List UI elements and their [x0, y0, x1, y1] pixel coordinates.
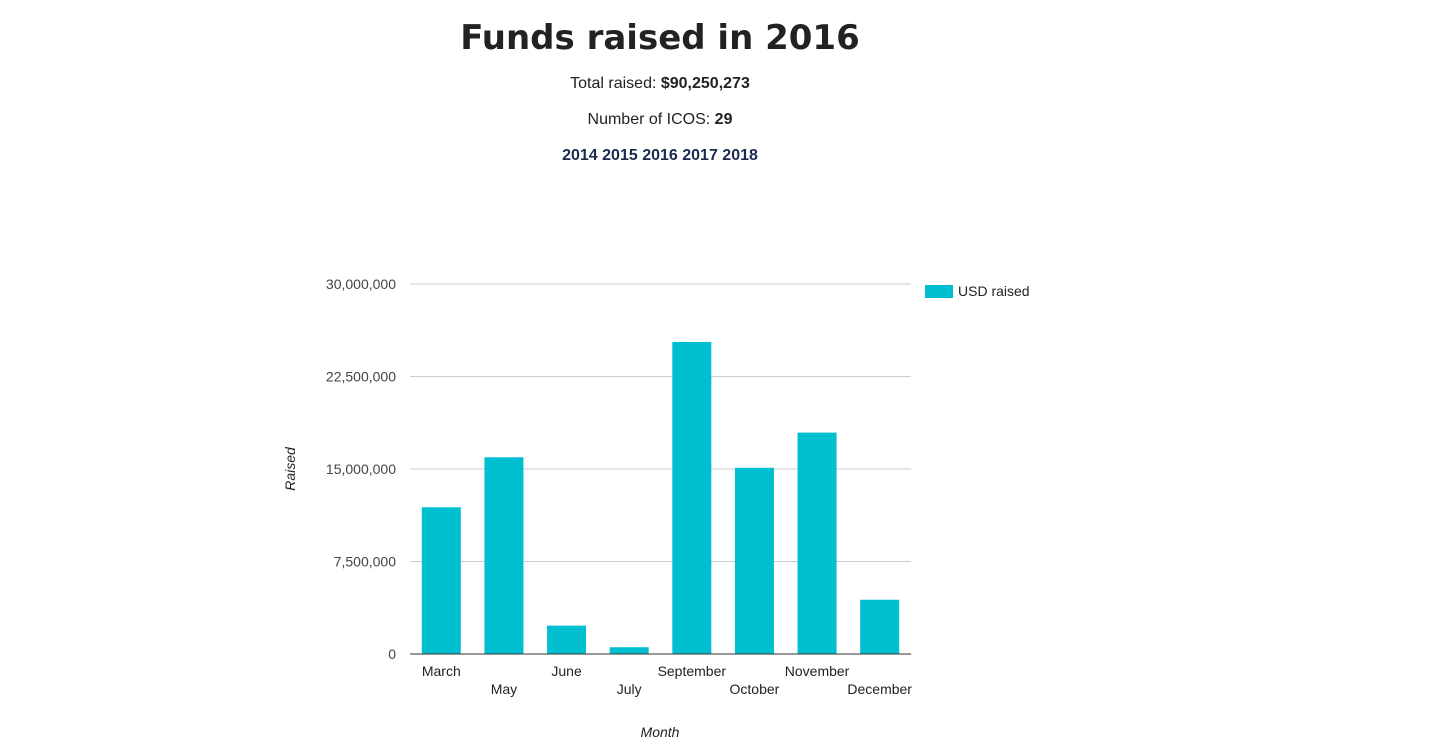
x-tick-label: June: [551, 663, 582, 679]
x-tick-label: May: [491, 681, 517, 697]
year-link-2016[interactable]: 2016: [642, 147, 678, 164]
y-axis-title: Raised: [282, 446, 298, 491]
total-raised-label: Total raised:: [570, 75, 657, 92]
ico-count: Number of ICOS: 29: [0, 111, 1320, 129]
year-link-2014[interactable]: 2014: [562, 147, 598, 164]
bar: [797, 432, 837, 654]
year-link-2017[interactable]: 2017: [682, 147, 718, 164]
y-tick-label: 22,500,000: [326, 369, 396, 385]
page-title: Funds raised in 2016: [460, 18, 860, 58]
y-tick-label: 30,000,000: [326, 276, 396, 292]
bar: [484, 457, 524, 654]
ico-count-label: Number of ICOS:: [587, 111, 711, 128]
legend-label: USD raised: [958, 283, 1030, 299]
year-link-2018[interactable]: 2018: [722, 147, 758, 164]
bar: [547, 625, 587, 654]
total-raised-value: $90,250,273: [660, 75, 750, 92]
total-raised: Total raised: $90,250,273: [0, 75, 1320, 93]
y-tick-label: 7,500,000: [334, 554, 396, 570]
x-tick-label: December: [847, 681, 912, 697]
x-tick-label: March: [422, 663, 461, 679]
year-link-2015[interactable]: 2015: [602, 147, 638, 164]
y-tick-label: 0: [388, 646, 396, 662]
bar: [734, 467, 774, 654]
x-tick-label: November: [785, 663, 850, 679]
x-axis-title: Month: [641, 724, 680, 740]
x-tick-label: October: [730, 681, 780, 697]
x-tick-label: July: [617, 681, 642, 697]
bar: [609, 647, 649, 654]
y-tick-label: 15,000,000: [326, 461, 396, 477]
bar: [672, 341, 712, 654]
year-links: 2014 2015 2016 2017 2018: [0, 147, 1320, 165]
ico-count-value: 29: [714, 111, 733, 128]
bar: [421, 507, 461, 654]
legend-swatch: [925, 285, 953, 298]
bar: [860, 599, 900, 654]
x-tick-label: September: [658, 663, 727, 679]
